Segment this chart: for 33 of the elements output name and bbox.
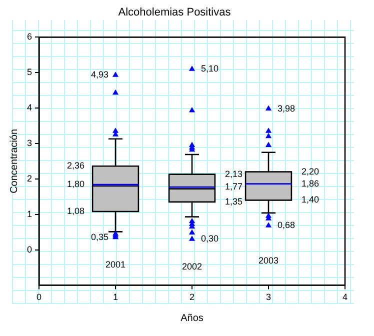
annotation: 1,35 xyxy=(225,196,243,206)
y-tick-label: 2 xyxy=(26,173,32,184)
chart-title: Alcoholemias Positivas xyxy=(118,6,232,19)
annotation: 4,93 xyxy=(90,70,109,80)
annotation: 3,98 xyxy=(278,103,296,114)
x-tick-label: 4 xyxy=(342,292,348,302)
annotation: 0,30 xyxy=(201,234,219,244)
x-tick-label: 1 xyxy=(112,292,118,302)
annotation: 1,86 xyxy=(302,178,320,188)
x-axis-title: Años xyxy=(180,312,204,324)
y-tick-label: 4 xyxy=(26,102,32,113)
annotation: 1,77 xyxy=(225,182,243,192)
y-tick-label: 6 xyxy=(26,32,32,42)
annotation: 5,10 xyxy=(201,64,219,74)
annotation: 1,80 xyxy=(66,179,85,190)
annotation: 2,13 xyxy=(225,168,243,179)
annotation: 1,08 xyxy=(66,206,85,216)
y-tick-label: 3 xyxy=(26,138,32,148)
y-tick-label: 1 xyxy=(26,208,32,219)
annotation: 2,36 xyxy=(66,160,85,171)
annotation: 0,68 xyxy=(278,220,296,230)
annotation: 1,40 xyxy=(302,194,320,205)
annotation: 2001 xyxy=(105,260,126,270)
annotation: 0,35 xyxy=(90,232,109,242)
annotation: 2002 xyxy=(182,262,202,272)
y-axis-title: Concentración xyxy=(8,128,20,194)
y-tick-label: 5 xyxy=(26,67,32,78)
x-tick-label: 3 xyxy=(266,292,272,302)
annotation: 2,20 xyxy=(302,166,320,176)
y-tick-label: 0 xyxy=(26,244,32,254)
annotation: 2003 xyxy=(258,256,279,266)
x-tick-label: 2 xyxy=(189,292,195,302)
x-tick-label: 0 xyxy=(36,292,42,302)
